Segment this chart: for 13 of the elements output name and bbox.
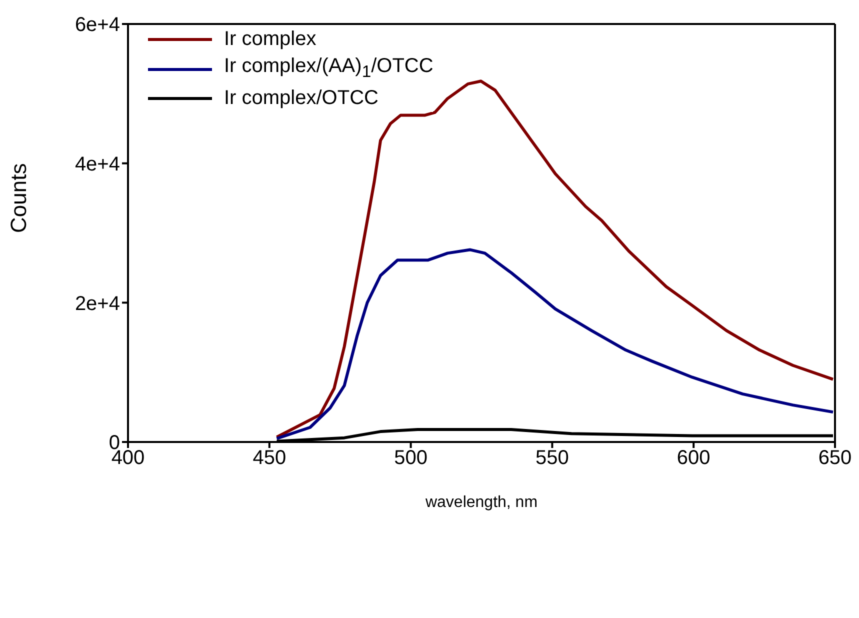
y-tick-label: 2e+4 (74, 292, 120, 315)
x-tick-label: 650 (818, 447, 852, 470)
x-tick-label: 600 (676, 447, 710, 470)
y-tick-label: 4e+4 (74, 153, 120, 176)
x-axis-title: wavelength, nm (424, 494, 538, 511)
x-tick-label: 500 (394, 447, 428, 470)
x-tick-label: 550 (536, 447, 569, 470)
y-tick-label: 6e+4 (74, 14, 120, 36)
x-tick-label: 450 (252, 447, 286, 470)
legend-label: Ir complex (224, 27, 316, 52)
legend-label: Ir complex/(AA)$_{1}$/OTCC (224, 54, 434, 83)
legend-label: Ir complex/OTCC (224, 86, 378, 111)
y-axis-title: Counts (6, 163, 31, 233)
